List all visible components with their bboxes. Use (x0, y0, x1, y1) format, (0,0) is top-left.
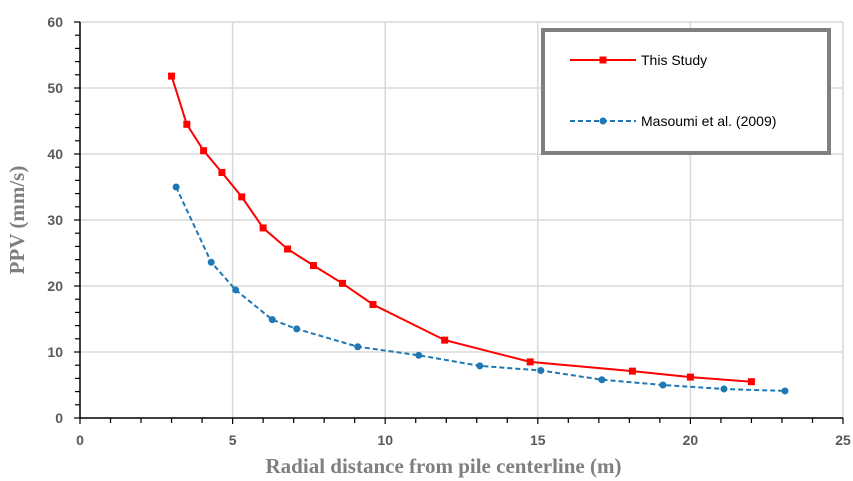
y-tick-label: 10 (47, 344, 63, 360)
x-tick-label: 10 (377, 432, 393, 448)
data-point (309, 262, 317, 270)
y-tick-label: 60 (47, 14, 63, 30)
series-1 (168, 72, 755, 386)
x-tick-label: 15 (530, 432, 546, 448)
data-point (659, 381, 667, 389)
data-point (168, 72, 176, 80)
data-point (686, 373, 694, 381)
data-point (183, 120, 191, 128)
series-line (175, 186, 786, 392)
axes (74, 21, 844, 424)
data-point (172, 183, 180, 191)
data-point (268, 316, 276, 324)
data-point (207, 258, 215, 266)
x-tick-label: 25 (835, 432, 851, 448)
data-point (628, 367, 636, 375)
y-tick-label: 0 (55, 410, 63, 426)
x-tick-label: 0 (76, 432, 84, 448)
data-point (441, 336, 449, 344)
data-point (284, 245, 292, 253)
data-point (476, 362, 484, 370)
series-layer (168, 72, 789, 395)
series-2 (172, 183, 789, 395)
legend-box (541, 28, 831, 155)
data-point (781, 387, 789, 395)
data-point (598, 376, 606, 384)
data-point (526, 358, 534, 366)
data-point (369, 300, 377, 308)
x-axis-title: Radial distance from pile centerline (m) (266, 454, 622, 478)
data-point (354, 343, 362, 351)
data-point (200, 147, 208, 155)
legend-label: Masoumi et al. (2009) (641, 113, 776, 129)
y-tick-label: 50 (47, 80, 63, 96)
legend: This Study Masoumi et al. (2009) (541, 28, 831, 155)
data-point (293, 325, 301, 333)
tick-labels: 0 5 10 15 20 25 0 10 20 30 40 50 60 (47, 14, 851, 448)
y-axis-title: PPV (mm/s) (5, 166, 29, 275)
data-point (415, 351, 423, 359)
y-tick-label: 20 (47, 278, 63, 294)
x-tick-label: 20 (683, 432, 699, 448)
data-point (537, 366, 545, 374)
data-point (232, 286, 240, 294)
legend-label: This Study (641, 52, 707, 68)
data-point (218, 168, 226, 176)
data-point (259, 224, 267, 232)
data-point (338, 279, 346, 287)
x-tick-label: 5 (229, 432, 237, 448)
legend-marker (599, 56, 607, 64)
y-tick-label: 40 (47, 146, 63, 162)
y-tick-label: 30 (47, 212, 63, 228)
data-point (720, 385, 728, 393)
legend-marker (599, 117, 607, 125)
data-point (747, 378, 755, 386)
data-point (238, 193, 246, 201)
